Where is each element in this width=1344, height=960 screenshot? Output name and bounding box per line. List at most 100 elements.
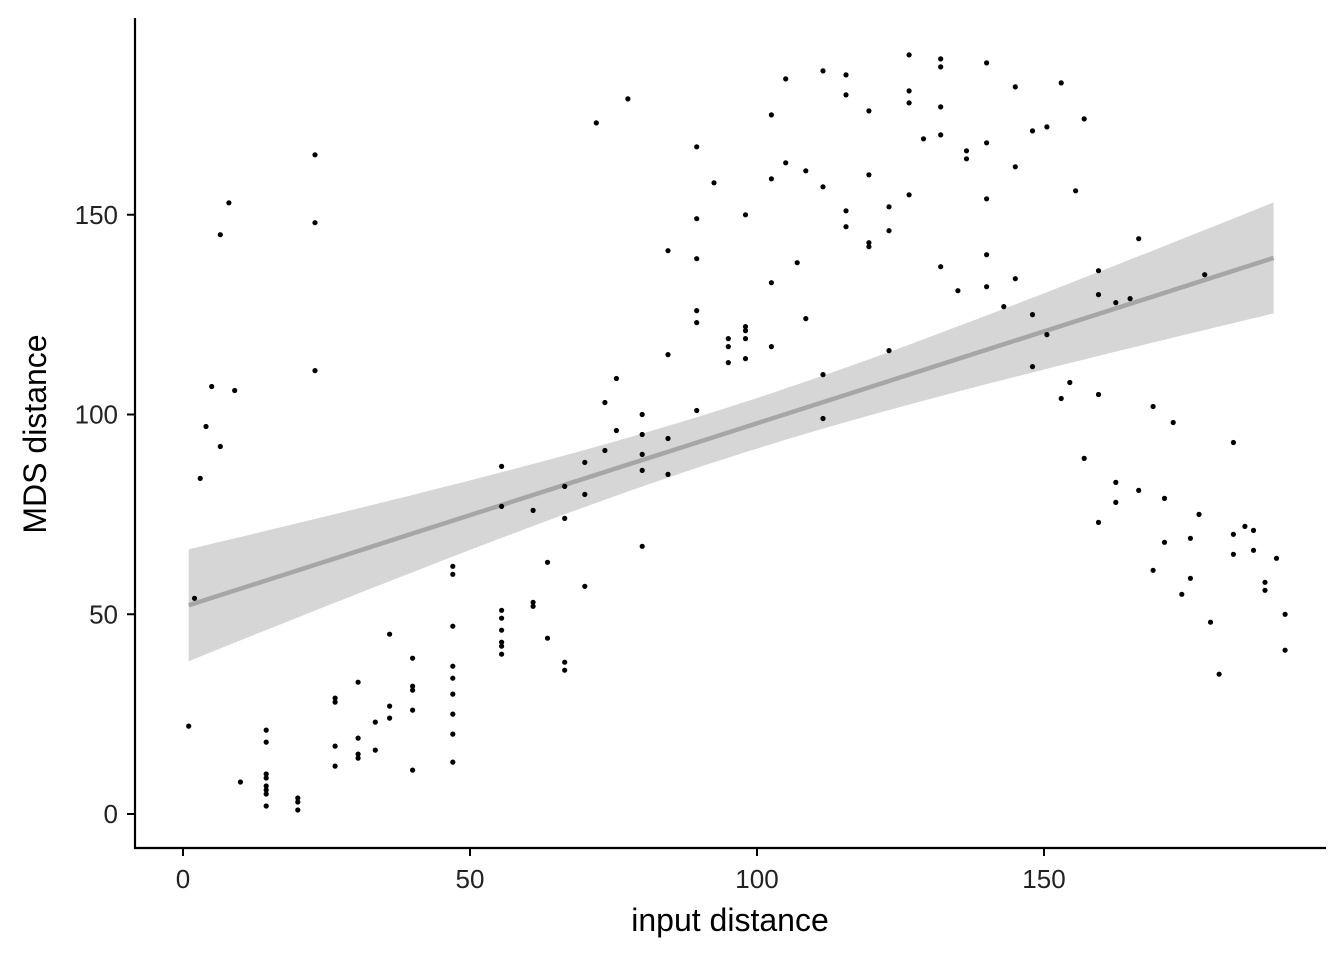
data-point (499, 651, 505, 657)
data-point (639, 543, 645, 549)
x-tick-label: 100 (735, 864, 778, 894)
data-point (613, 427, 620, 434)
data-point (499, 503, 505, 509)
data-point (332, 743, 338, 749)
data-point (694, 144, 700, 150)
data-point (768, 344, 775, 350)
data-point (742, 212, 749, 218)
data-point (1001, 304, 1007, 310)
data-point (355, 755, 361, 761)
data-point (1044, 124, 1050, 130)
data-point (191, 595, 198, 601)
data-point (768, 112, 775, 118)
data-point (639, 467, 645, 473)
data-point (562, 659, 568, 665)
axes (133, 18, 1326, 850)
data-point (1095, 391, 1102, 398)
data-point (866, 244, 872, 250)
data-point (217, 232, 223, 238)
data-point (1216, 671, 1222, 677)
data-point (410, 655, 416, 661)
data-point (263, 771, 269, 777)
data-point (783, 160, 789, 166)
data-point (602, 399, 608, 406)
data-point (694, 320, 700, 326)
data-point (530, 603, 536, 609)
y-tick-label: 100 (75, 400, 118, 430)
data-point (410, 683, 416, 689)
data-point (794, 260, 800, 266)
x-tick-label: 50 (456, 864, 485, 894)
data-point (920, 136, 927, 142)
data-point (886, 348, 892, 354)
data-point (938, 56, 944, 62)
data-point (1073, 188, 1079, 194)
data-point (1081, 116, 1087, 122)
data-point (332, 763, 338, 769)
y-axis-title: MDS distance (17, 334, 53, 533)
data-point (499, 615, 505, 621)
data-point (197, 475, 203, 481)
data-point (355, 751, 361, 757)
data-point (1187, 575, 1193, 581)
data-point (450, 663, 456, 669)
data-point (562, 515, 568, 522)
x-axis-title: input distance (631, 902, 828, 938)
data-point (742, 324, 749, 330)
x-tick-label: 0 (176, 864, 190, 894)
data-point (820, 415, 826, 422)
data-point (1230, 551, 1236, 557)
data-point (1029, 364, 1036, 370)
data-point (237, 779, 243, 785)
regression-line (188, 255, 1275, 608)
data-point (694, 407, 700, 414)
data-point (906, 192, 912, 198)
data-point (1179, 591, 1185, 597)
data-point (450, 691, 456, 697)
data-point (410, 687, 416, 693)
data-point (217, 443, 223, 450)
data-point (1012, 84, 1018, 90)
data-point (886, 204, 892, 210)
data-point (562, 483, 568, 489)
data-point (387, 631, 393, 637)
data-point (1012, 276, 1018, 282)
data-point (1230, 531, 1236, 537)
data-point (1136, 236, 1142, 242)
data-point (938, 264, 944, 270)
data-point (843, 224, 849, 230)
data-point (499, 463, 505, 469)
data-point (843, 208, 849, 214)
data-point (866, 240, 872, 246)
data-point (1058, 395, 1064, 402)
data-point (602, 447, 608, 454)
data-point (450, 623, 456, 629)
data-point (263, 787, 269, 793)
data-point (295, 795, 301, 801)
data-point (1242, 523, 1248, 530)
data-point (544, 635, 551, 641)
data-point (984, 140, 990, 146)
data-point (984, 60, 990, 66)
data-point (725, 360, 731, 366)
data-point (1262, 587, 1268, 593)
data-point (263, 775, 269, 781)
data-point (450, 675, 456, 681)
data-point (694, 256, 700, 262)
data-point (1067, 379, 1073, 386)
data-point (1029, 312, 1036, 318)
data-point (312, 152, 318, 158)
data-point (450, 731, 456, 737)
data-point (312, 220, 318, 226)
data-point (1113, 499, 1119, 505)
data-point (263, 783, 269, 789)
data-point (582, 459, 588, 465)
data-point (625, 96, 631, 102)
data-point (1095, 519, 1102, 526)
data-point (820, 372, 826, 378)
data-point (186, 723, 192, 729)
data-point (1207, 619, 1214, 625)
data-point (1113, 300, 1119, 306)
data-point (843, 92, 849, 98)
